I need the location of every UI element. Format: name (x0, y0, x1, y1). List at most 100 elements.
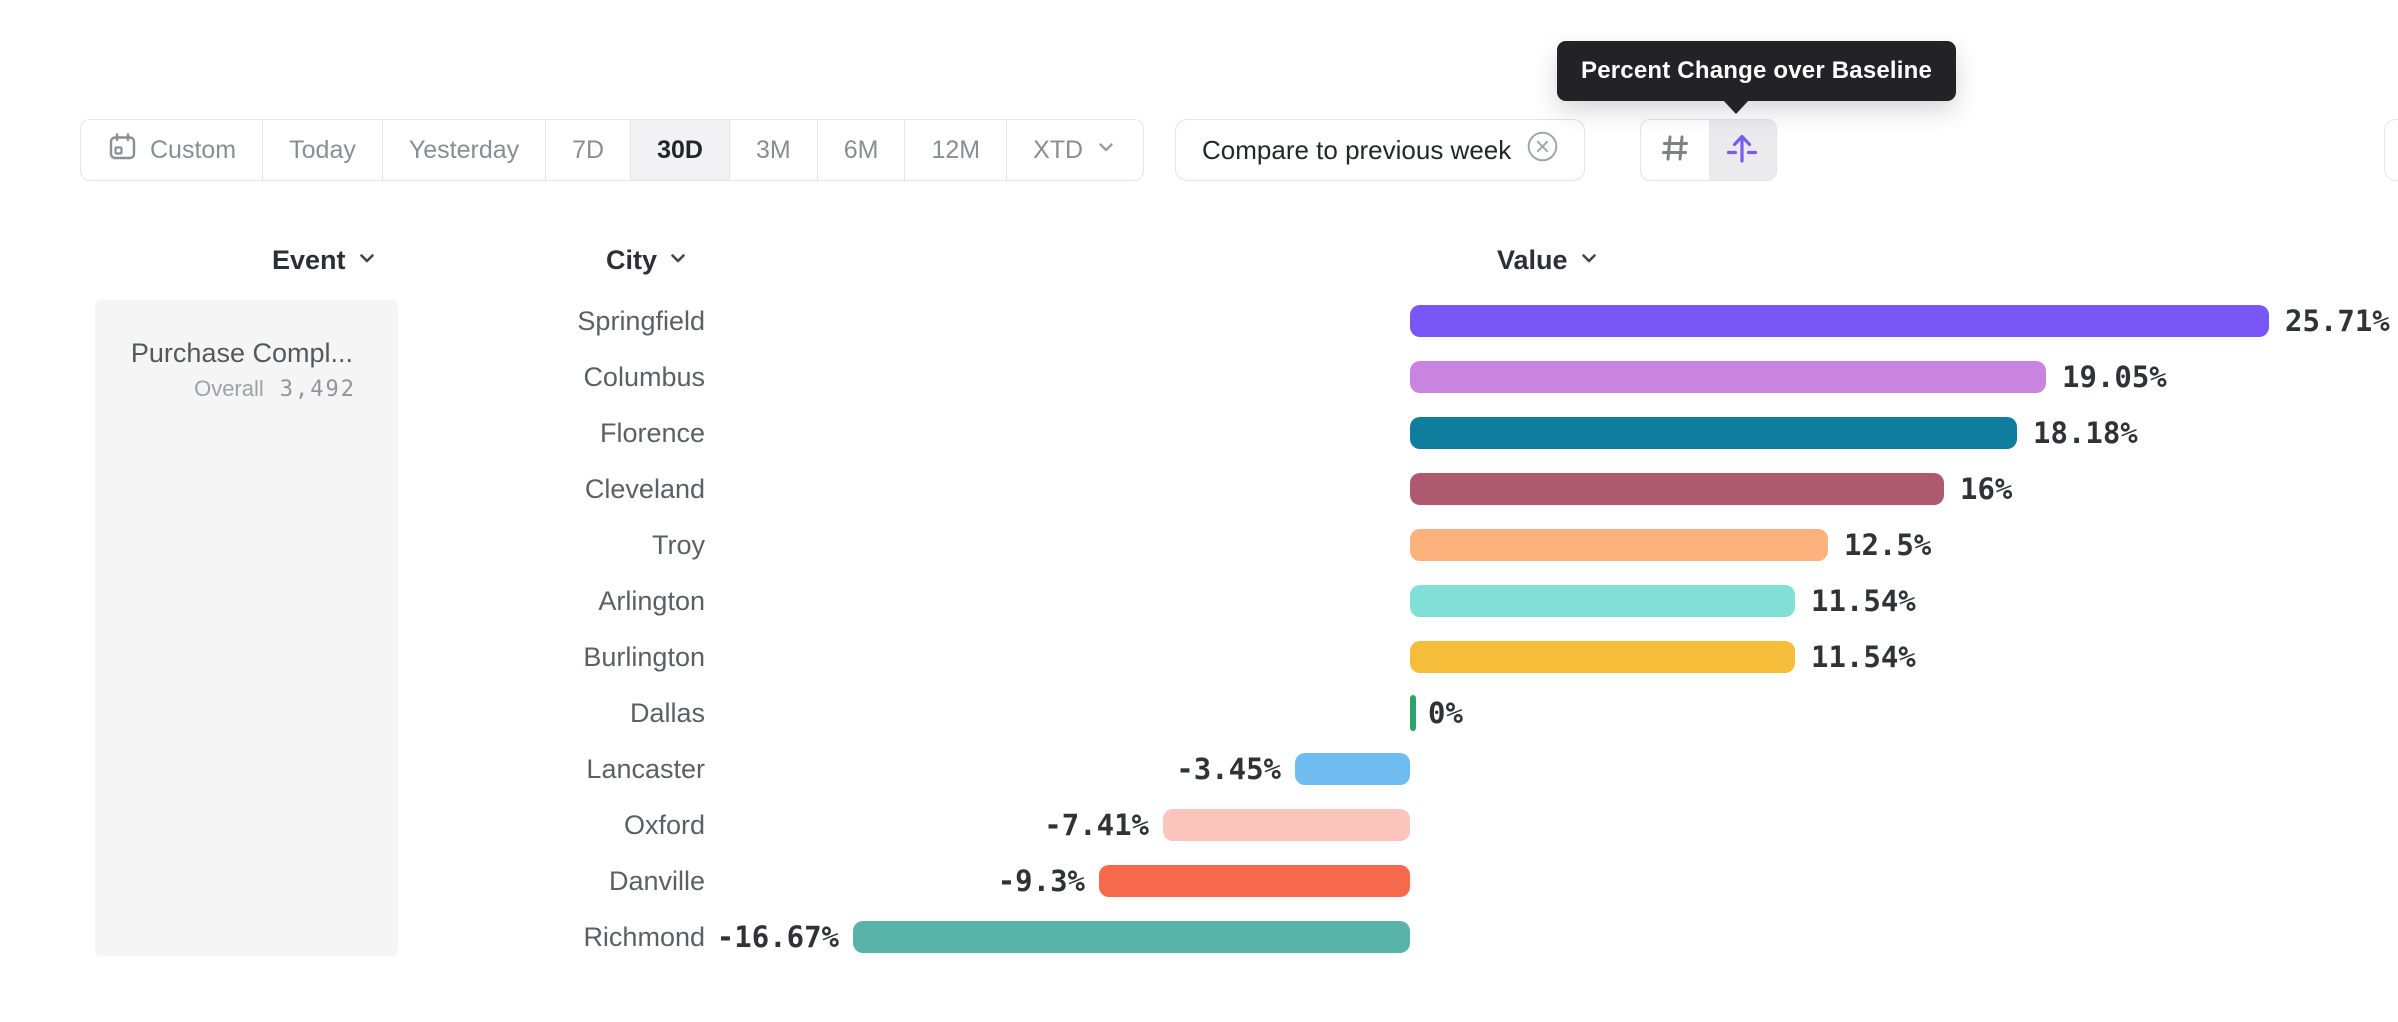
bar-cleveland[interactable] (1410, 473, 1944, 505)
bar-canvas: 18.18% (708, 405, 2398, 461)
value-label: 16% (1960, 472, 2013, 506)
date-range-label: Yesterday (408, 135, 520, 164)
value-label: 12.5% (1844, 528, 1932, 562)
chart-row: Columbus 19.05% (0, 349, 2398, 405)
bar-springfield[interactable] (1410, 305, 2269, 337)
bar-canvas: -16.67% (708, 909, 2398, 965)
date-range-30d[interactable]: 30D (630, 120, 729, 180)
date-range-label: 3M (755, 135, 791, 164)
bar-columbus[interactable] (1410, 361, 2046, 393)
arrow-up-from-baseline-icon (1724, 130, 1760, 171)
clipped-edge-button[interactable] (2384, 119, 2398, 181)
chart-row: Troy 12.5% (0, 517, 2398, 573)
chevron-down-icon (1578, 245, 1600, 276)
toolbar: Custom Today Yesterday 7D 30D 3M 6M 12M XTD Comp… (0, 119, 2398, 181)
overall-value: 3,492 (279, 377, 356, 402)
bar-lancaster[interactable] (1295, 753, 1410, 785)
compare-button[interactable]: Compare to previous week (1175, 119, 1586, 181)
bar-canvas: 19.05% (708, 349, 2398, 405)
date-range-label: 7D (572, 135, 605, 164)
bar-canvas: 12.5% (708, 517, 2398, 573)
city-label: Springfield (577, 306, 705, 336)
column-header-label: Value (1497, 244, 1568, 275)
bar-dallas[interactable] (1410, 695, 1416, 731)
event-panel[interactable]: Purchase Compl... Overall 3,492 (95, 300, 398, 956)
bar-oxford[interactable] (1163, 809, 1410, 841)
value-label: 0% (1428, 696, 1463, 730)
tooltip-caret (1722, 99, 1750, 114)
chevron-down-icon (356, 245, 378, 276)
city-label: Danville (608, 866, 705, 896)
event-title: Purchase Compl... (130, 338, 353, 368)
percent-change-over-baseline-button[interactable] (1708, 120, 1776, 180)
column-header-city[interactable]: City (606, 243, 689, 277)
value-label: 25.71% (2285, 304, 2390, 338)
tooltip: Percent Change over Baseline (1557, 41, 1957, 101)
bar-troy[interactable] (1410, 529, 1828, 561)
value-label: 19.05% (2062, 360, 2167, 394)
grid-values-button[interactable] (1641, 120, 1709, 180)
calendar-icon (107, 131, 138, 169)
hash-icon (1658, 131, 1692, 170)
column-header-event[interactable]: Event (272, 243, 378, 277)
bar-florence[interactable] (1410, 417, 2017, 449)
value-label: -3.45% (1176, 752, 1281, 786)
date-range-label: 12M (931, 135, 981, 164)
city-label: Richmond (583, 922, 705, 952)
value-label: -7.41% (1044, 808, 1149, 842)
date-range-label: XTD (1033, 135, 1084, 164)
date-range-3m[interactable]: 3M (728, 120, 817, 180)
bar-canvas: 11.54% (708, 629, 2398, 685)
chart-row: Springfield 25.71% (0, 293, 2398, 349)
bar-burlington[interactable] (1410, 641, 1795, 673)
date-range-label: 30D (657, 135, 703, 164)
value-label: 18.18% (2033, 416, 2138, 450)
chart-row: Oxford -7.41% (0, 797, 2398, 853)
value-label: -16.67% (716, 920, 839, 954)
city-label: Dallas (629, 698, 705, 728)
chart-row: Florence 18.18% (0, 405, 2398, 461)
tooltip-text: Percent Change over Baseline (1581, 57, 1933, 84)
date-range-xtd[interactable]: XTD (1006, 120, 1144, 180)
close-circle-icon[interactable] (1527, 131, 1558, 169)
value-label: -9.3% (997, 864, 1085, 898)
date-range-group: Custom Today Yesterday 7D 30D 3M 6M 12M XTD (80, 119, 1145, 181)
date-range-custom[interactable]: Custom (81, 120, 263, 180)
compare-label: Compare to previous week (1202, 134, 1512, 165)
chart-row: Lancaster -3.45% (0, 741, 2398, 797)
bar-arlington[interactable] (1410, 585, 1795, 617)
city-label: Troy (652, 530, 705, 560)
date-range-label: Today (289, 135, 356, 164)
chart-row: Richmond -16.67% (0, 909, 2398, 965)
chart-row: Danville -9.3% (0, 853, 2398, 909)
date-range-yesterday[interactable]: Yesterday (381, 120, 546, 180)
chart-row: Burlington 11.54% (0, 629, 2398, 685)
bar-canvas: 25.71% (708, 293, 2398, 349)
chevron-down-icon (1095, 136, 1117, 165)
date-range-12m[interactable]: 12M (904, 120, 1007, 180)
city-label: Florence (599, 418, 705, 448)
view-toggle (1640, 119, 1777, 181)
bar-canvas: 16% (708, 461, 2398, 517)
date-range-today[interactable]: Today (262, 120, 382, 180)
city-label: Lancaster (586, 754, 705, 784)
bar-danville[interactable] (1099, 865, 1410, 897)
bar-richmond[interactable] (853, 921, 1410, 953)
city-label: Cleveland (584, 474, 705, 504)
city-label: Oxford (623, 810, 705, 840)
bar-canvas: 0% (708, 685, 2398, 741)
city-label: Columbus (583, 362, 705, 392)
bar-canvas: 11.54% (708, 573, 2398, 629)
value-label: 11.54% (1811, 584, 1916, 618)
bar-canvas: -3.45% (708, 741, 2398, 797)
date-range-7d[interactable]: 7D (545, 120, 631, 180)
overall-label: Overall (194, 376, 264, 401)
city-label: Burlington (583, 642, 705, 672)
column-header-label: City (606, 244, 658, 275)
date-range-6m[interactable]: 6M (816, 120, 905, 180)
bar-chart: Springfield 25.71% Columbus 19.05% Florence 1… (0, 293, 2398, 965)
chevron-down-icon (667, 245, 689, 276)
column-header-value[interactable]: Value (1497, 243, 1600, 277)
value-label: 11.54% (1811, 640, 1916, 674)
